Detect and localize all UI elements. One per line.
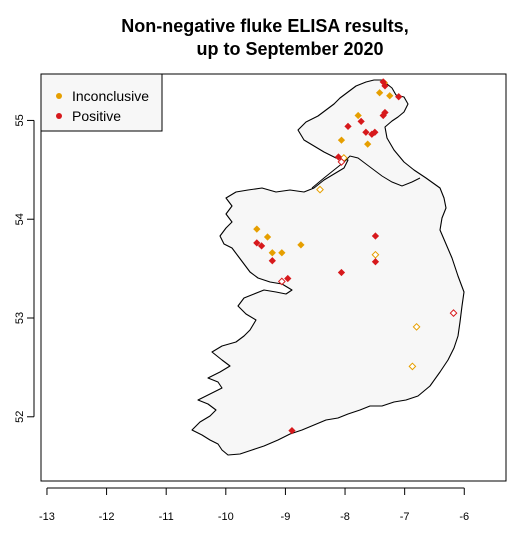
point-positive — [371, 128, 379, 136]
point-positive — [381, 82, 389, 90]
chart-title-line-2: up to September 2020 — [196, 39, 383, 59]
x-tick-label: -6 — [459, 511, 469, 523]
legend: Inconclusive Positive — [40, 73, 163, 132]
point-positive — [257, 242, 266, 250]
point-positive — [371, 232, 380, 240]
point-positive — [337, 268, 346, 277]
point-inconclusive — [354, 111, 362, 120]
x-tick-label: -7 — [400, 511, 410, 523]
x-tick-label: -12 — [99, 511, 115, 523]
border-northern-ireland — [311, 155, 421, 189]
y-tick-label: 54 — [14, 213, 26, 225]
point-inconclusive-open — [408, 362, 417, 371]
point-positive — [362, 128, 370, 136]
y-tick-label: 52 — [14, 411, 26, 423]
point-positive — [334, 153, 343, 161]
point-inconclusive-open — [371, 250, 380, 259]
point-positive — [371, 258, 380, 266]
chart-title-line-1: Non-negative fluke ELISA results, — [121, 16, 408, 36]
point-positive — [395, 93, 403, 101]
y-tick-label: 55 — [14, 114, 26, 126]
y-axis: 52 53 54 55 — [14, 114, 35, 423]
point-inconclusive — [364, 140, 372, 148]
point-inconclusive — [263, 233, 272, 241]
point-positive — [357, 117, 365, 126]
point-inconclusive — [375, 89, 384, 97]
point-inconclusive — [386, 92, 394, 100]
x-tick-label: -10 — [218, 511, 234, 523]
point-positive — [381, 108, 389, 117]
point-inconclusive — [253, 225, 261, 233]
point-inconclusive — [297, 241, 305, 249]
legend-label-inconclusive: Inconclusive — [72, 88, 149, 104]
point-positive-open — [337, 158, 346, 166]
ireland-outline — [191, 79, 465, 456]
x-tick-label: -9 — [281, 511, 291, 523]
y-tick-label: 53 — [14, 312, 26, 324]
x-tick-label: -11 — [159, 511, 174, 523]
legend-label-positive: Positive — [72, 108, 121, 124]
legend-marker-inconclusive — [56, 93, 62, 99]
point-inconclusive — [278, 249, 286, 257]
legend-box — [40, 73, 163, 132]
point-inconclusive — [268, 249, 276, 257]
point-inconclusive-open — [316, 185, 324, 194]
x-tick-label: -8 — [340, 511, 350, 523]
point-positive — [253, 239, 261, 247]
point-positive — [344, 122, 352, 130]
data-points — [253, 78, 458, 435]
x-axis: -13 -12 -11 -10 -9 -8 -7 -6 — [39, 487, 469, 523]
point-positive-open — [277, 277, 286, 286]
point-positive — [284, 274, 292, 283]
point-positive-open — [449, 309, 458, 317]
point-positive — [288, 426, 296, 435]
ireland-landmass — [191, 79, 465, 456]
legend-marker-positive — [56, 113, 62, 119]
point-positive — [268, 257, 276, 265]
point-inconclusive — [337, 136, 346, 144]
point-inconclusive-open — [412, 322, 421, 331]
x-tick-label: -13 — [39, 511, 55, 523]
